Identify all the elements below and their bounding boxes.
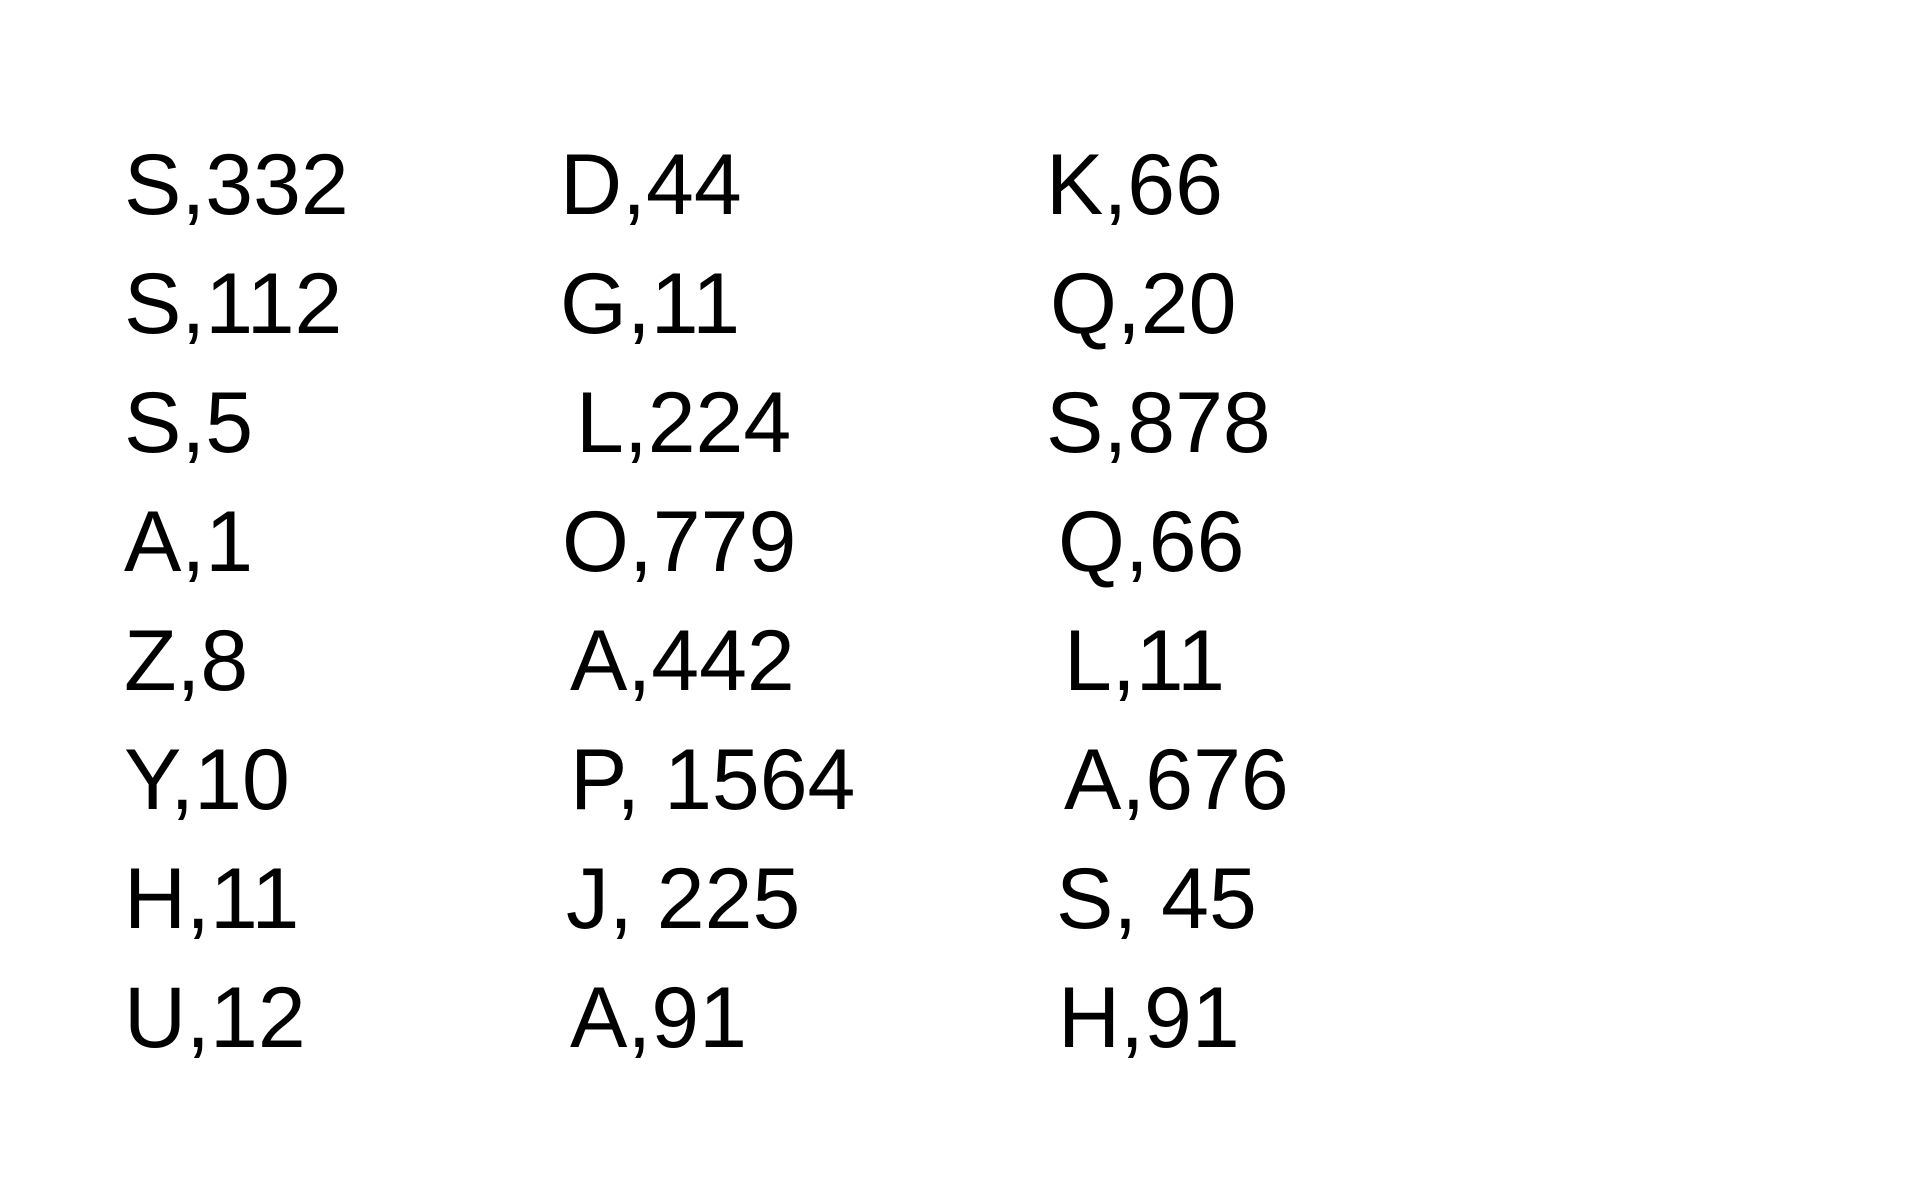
entry-col2-row3: L,224 xyxy=(576,375,792,471)
entry-col3-row5: L,11 xyxy=(1064,613,1225,709)
entry-col3-row4: Q,66 xyxy=(1058,494,1245,590)
entry-col2-row8: A,91 xyxy=(570,970,747,1066)
entry-col1-row1: S,332 xyxy=(124,137,349,233)
entry-col1-row5: Z,8 xyxy=(124,613,249,709)
entry-col2-row1: D,44 xyxy=(560,137,742,233)
entry-col1-row2: S,112 xyxy=(124,256,343,352)
entry-col3-row2: Q,20 xyxy=(1050,256,1237,352)
entry-col1-row7: H,11 xyxy=(124,851,300,947)
entry-col3-row7: S, 45 xyxy=(1056,851,1257,947)
entry-col2-row7: J, 225 xyxy=(566,851,801,947)
entry-col1-row3: S,5 xyxy=(124,375,254,471)
entry-col2-row2: G,11 xyxy=(560,256,741,352)
entry-col3-row1: K,66 xyxy=(1046,137,1223,233)
entry-col1-row4: A,1 xyxy=(124,494,254,590)
entry-col1-row8: U,12 xyxy=(124,970,306,1066)
entry-col2-row6: P, 1564 xyxy=(570,732,856,828)
entry-col3-row6: A,676 xyxy=(1064,732,1289,828)
entry-col2-row4: O,779 xyxy=(562,494,797,590)
entry-col3-row3: S,878 xyxy=(1046,375,1271,471)
entry-col1-row6: Y,10 xyxy=(124,732,290,828)
entry-col3-row8: H,91 xyxy=(1058,970,1240,1066)
entry-col2-row5: A,442 xyxy=(570,613,795,709)
